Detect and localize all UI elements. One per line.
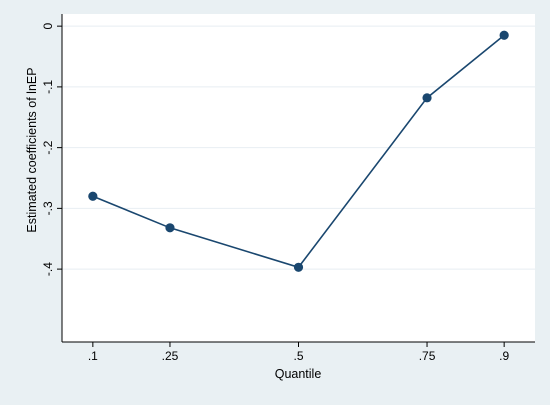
x-tick-label: .5 bbox=[293, 349, 303, 363]
y-tick-label: 0 bbox=[41, 22, 55, 29]
x-tick-label: .9 bbox=[499, 349, 509, 363]
x-tick-label: .25 bbox=[162, 349, 179, 363]
x-axis-title: Quantile bbox=[275, 367, 322, 381]
y-tick-label: -.3 bbox=[41, 201, 55, 215]
data-point bbox=[293, 262, 304, 272]
data-point bbox=[88, 191, 98, 201]
y-tick-label: -.1 bbox=[41, 80, 55, 94]
plot-area bbox=[62, 14, 535, 342]
axes: 0 -.1 -.2 -.3 -.4 .1 .25 .5 .75 .9 bbox=[41, 14, 535, 363]
y-tick-label: -.2 bbox=[41, 140, 55, 154]
data-points bbox=[88, 30, 509, 272]
x-tick-label: .1 bbox=[88, 349, 98, 363]
y-tick-label: -.4 bbox=[41, 262, 55, 276]
data-point bbox=[165, 223, 175, 233]
x-tick-label: .75 bbox=[419, 349, 436, 363]
y-axis-title: Estimated coefficients of lnEP bbox=[25, 67, 39, 232]
data-point bbox=[422, 93, 432, 103]
data-point bbox=[499, 30, 509, 40]
grid-lines bbox=[62, 25, 535, 270]
